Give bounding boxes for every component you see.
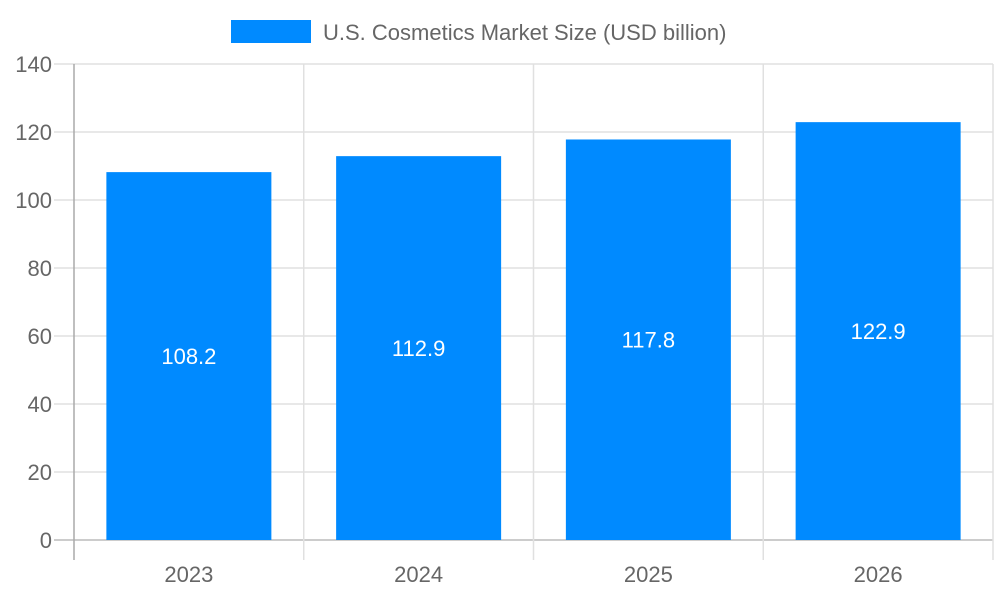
y-tick-label: 120 <box>15 120 52 145</box>
y-tick-label: 20 <box>28 460 52 485</box>
data-label: 122.9 <box>851 319 906 344</box>
legend[interactable]: U.S. Cosmetics Market Size (USD billion) <box>231 20 726 45</box>
y-tick-label: 60 <box>28 324 52 349</box>
bar <box>336 156 502 540</box>
x-tick-label: 2025 <box>624 562 673 587</box>
y-tick-label: 0 <box>40 528 52 553</box>
data-label: 117.8 <box>622 328 675 353</box>
x-tick-label: 2026 <box>854 562 903 587</box>
legend-swatch <box>231 20 311 43</box>
data-label: 108.2 <box>161 344 216 369</box>
y-tick-label: 100 <box>15 188 52 213</box>
bar <box>565 139 731 541</box>
x-tick-label: 2023 <box>164 562 213 587</box>
bars: 108.2 112.9 117.8 122.9 <box>106 122 961 541</box>
y-tick-label: 140 <box>15 52 52 77</box>
axes: 0 20 40 60 80 100 120 140 2023 2024 2025 2026 <box>15 52 902 587</box>
data-label: 112.9 <box>392 336 445 361</box>
y-tick-label: 80 <box>28 256 52 281</box>
bar <box>106 172 272 540</box>
bar <box>795 122 961 540</box>
y-tick-label: 40 <box>28 392 52 417</box>
x-tick-label: 2024 <box>394 562 443 587</box>
legend-label: U.S. Cosmetics Market Size (USD billion) <box>323 20 726 45</box>
